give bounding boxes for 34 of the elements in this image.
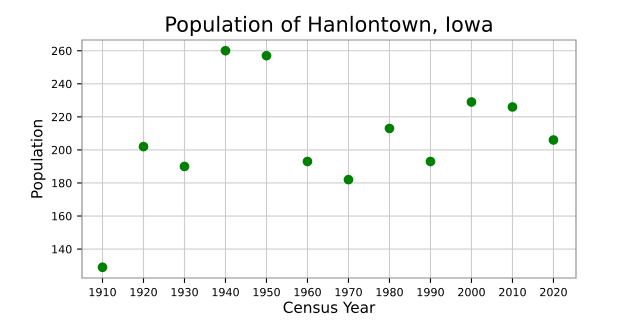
y-tick-label: 240 [52,80,72,88]
x-axis-title: Census Year [284,302,376,314]
point [302,156,312,166]
y-axis-title: Population [30,120,46,198]
point [138,142,148,152]
x-tick-label: 1980 [376,288,403,296]
y-tick-label: 180 [52,178,72,188]
x-tick-label: 1910 [90,288,116,296]
y-tick-label: 260 [52,46,72,56]
y-tick-label: 140 [52,245,72,254]
x-tick-label: 2000 [458,288,485,296]
x-tick-label: 1990 [418,288,444,296]
chart-title: Population of Hanlontown, Iowa [166,16,492,36]
x-tick-label: 1930 [172,288,198,296]
point [180,162,190,172]
x-tick-label: 1920 [130,288,157,296]
x-tick-label: 2020 [540,288,567,296]
point [466,97,476,107]
x-tick-label: 1960 [294,288,321,296]
point [426,156,436,166]
y-tick-label: 220 [52,112,72,122]
point [548,135,558,145]
x-tick-label: 1970 [336,288,362,296]
x-tick-label: 1950 [254,288,280,296]
y-tick-label: 160 [52,212,72,220]
x-tick-label: 2010 [499,288,526,296]
point [98,262,108,272]
point [384,124,394,134]
point [220,46,230,56]
point [262,50,272,61]
y-tick-label: 200 [52,146,72,154]
point [508,102,518,112]
point [344,174,354,185]
x-tick-label: 1940 [212,288,239,296]
